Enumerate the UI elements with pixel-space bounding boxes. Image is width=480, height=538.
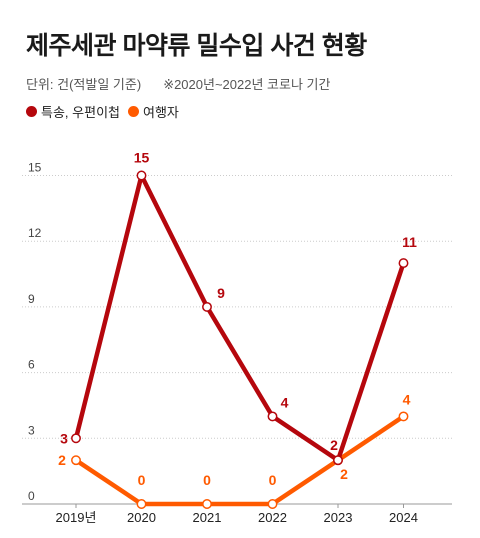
covid-note: ※2020년~2022년 코로나 기간 xyxy=(163,77,331,92)
data-label-0-5: 11 xyxy=(402,234,417,250)
data-label-1-3: 0 xyxy=(269,472,277,488)
x-tick-label-5: 2024 xyxy=(389,510,418,525)
data-label-1-5: 4 xyxy=(403,391,411,407)
data-point-0-4 xyxy=(333,455,343,466)
x-tick-label-2: 2021 xyxy=(193,510,222,525)
y-tick-label-5: 15 xyxy=(28,161,42,175)
data-label-0-0: 3 xyxy=(60,430,68,446)
data-point-1-1 xyxy=(136,499,147,509)
data-label-1-0: 2 xyxy=(58,452,66,468)
data-label-0-3: 4 xyxy=(281,394,289,410)
data-point-0-5 xyxy=(398,258,409,269)
y-tick-label-1: 3 xyxy=(28,423,35,437)
data-point-0-0 xyxy=(71,433,81,444)
data-label-0-1: 15 xyxy=(134,150,150,166)
unit-note: 단위: 건(적발일 기준) xyxy=(26,77,142,92)
data-label-0-2: 9 xyxy=(217,285,225,301)
legend-item-postal: 특송, 우편이첩 xyxy=(26,102,120,121)
data-point-1-0 xyxy=(71,455,81,466)
legend-item-travel: 여행자 xyxy=(127,102,179,121)
data-point-0-3 xyxy=(267,411,278,422)
x-tick-label-1: 2020 xyxy=(127,510,156,525)
legend-label-postal: 특송, 우편이첩 xyxy=(41,105,120,120)
data-point-1-3 xyxy=(267,499,278,509)
data-label-0-4: 2 xyxy=(330,437,338,453)
chart-title: 제주세관 마약류 밀수입 사건 현황 xyxy=(26,32,367,60)
x-tick-label-4: 2023 xyxy=(324,510,353,525)
data-label-1-4: 2 xyxy=(340,466,348,482)
data-label-1-2: 0 xyxy=(203,472,211,488)
x-tick-label-0: 2019년 xyxy=(56,510,97,525)
series-line-0 xyxy=(73,173,406,463)
y-tick-label-0: 0 xyxy=(28,489,35,503)
x-tick-label-3: 2022 xyxy=(258,510,287,525)
data-point-0-1 xyxy=(136,170,147,181)
legend-dot-travel xyxy=(127,106,139,117)
legend: 특송, 우편이첩 여행자 xyxy=(26,102,187,121)
data-point-1-2 xyxy=(202,499,212,509)
y-tick-label-3: 9 xyxy=(28,292,35,306)
series-line-1 xyxy=(73,414,406,507)
y-tick-label-4: 12 xyxy=(28,226,42,240)
data-label-1-1: 0 xyxy=(138,472,146,488)
y-tick-label-2: 6 xyxy=(28,358,35,372)
legend-dot-postal xyxy=(26,106,37,117)
data-point-1-5 xyxy=(398,411,409,422)
legend-label-travel: 여행자 xyxy=(142,105,179,120)
chart-subtitle: 단위: 건(적발일 기준) ※2020년~2022년 코로나 기간 xyxy=(26,74,330,93)
data-point-0-2 xyxy=(202,301,212,312)
